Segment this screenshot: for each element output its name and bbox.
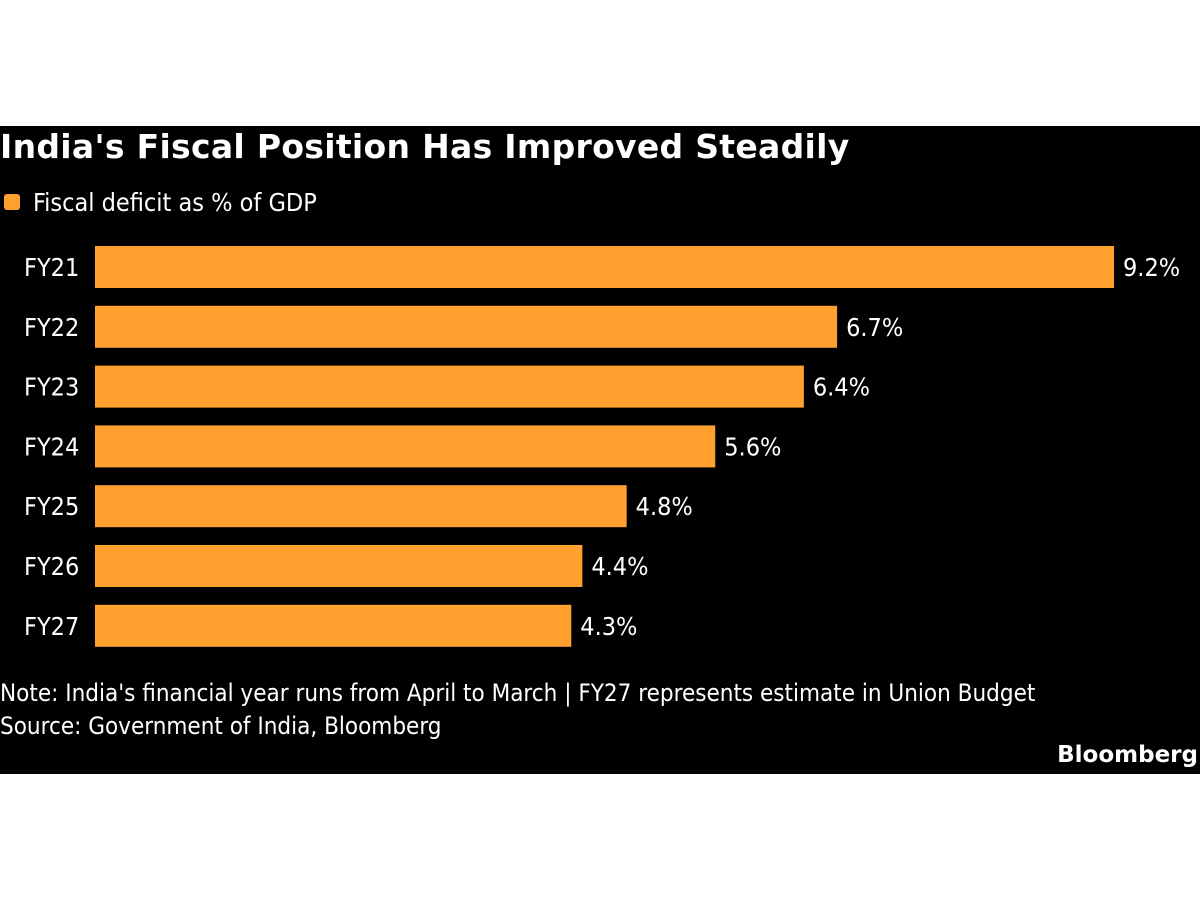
bar-fy25 [95,485,627,528]
bar-fy23 [95,365,804,408]
bar-fy24 [95,425,716,468]
category-label: FY26 [24,552,79,581]
value-label: 6.4% [813,373,870,402]
chart-title: India's Fiscal Position Has Improved Ste… [0,127,850,166]
value-label: 4.8% [636,492,693,521]
value-label: 4.4% [591,552,648,581]
category-label: FY24 [24,432,79,461]
bar-fy22 [95,305,838,348]
legend-label: Fiscal deficit as % of GDP [33,187,317,217]
bar-fy27 [95,604,572,647]
category-label: FY22 [24,313,79,342]
category-label: FY23 [24,373,79,402]
bar-fy21 [95,246,1114,288]
chart-note: Note: India's financial year runs from A… [0,679,1036,707]
category-label: FY27 [24,612,79,641]
chart-source: Source: Government of India, Bloomberg [0,712,442,740]
category-label: FY21 [24,253,79,282]
value-label: 5.6% [724,432,781,461]
legend: Fiscal deficit as % of GDP [4,186,317,218]
value-label: 4.3% [580,612,637,641]
legend-swatch [4,194,20,210]
bar-fy26 [95,545,583,587]
bloomberg-logo: Bloomberg [1057,742,1198,768]
category-label: FY25 [24,492,79,521]
value-label: 9.2% [1123,253,1180,282]
chart-panel: India's Fiscal Position Has Improved Ste… [0,126,1200,774]
bar-chart: FY21 9.2% FY22 6.7% FY23 6.4% FY24 5.6% FY25 4.8%… [24,246,1180,647]
value-label: 6.7% [846,313,903,342]
